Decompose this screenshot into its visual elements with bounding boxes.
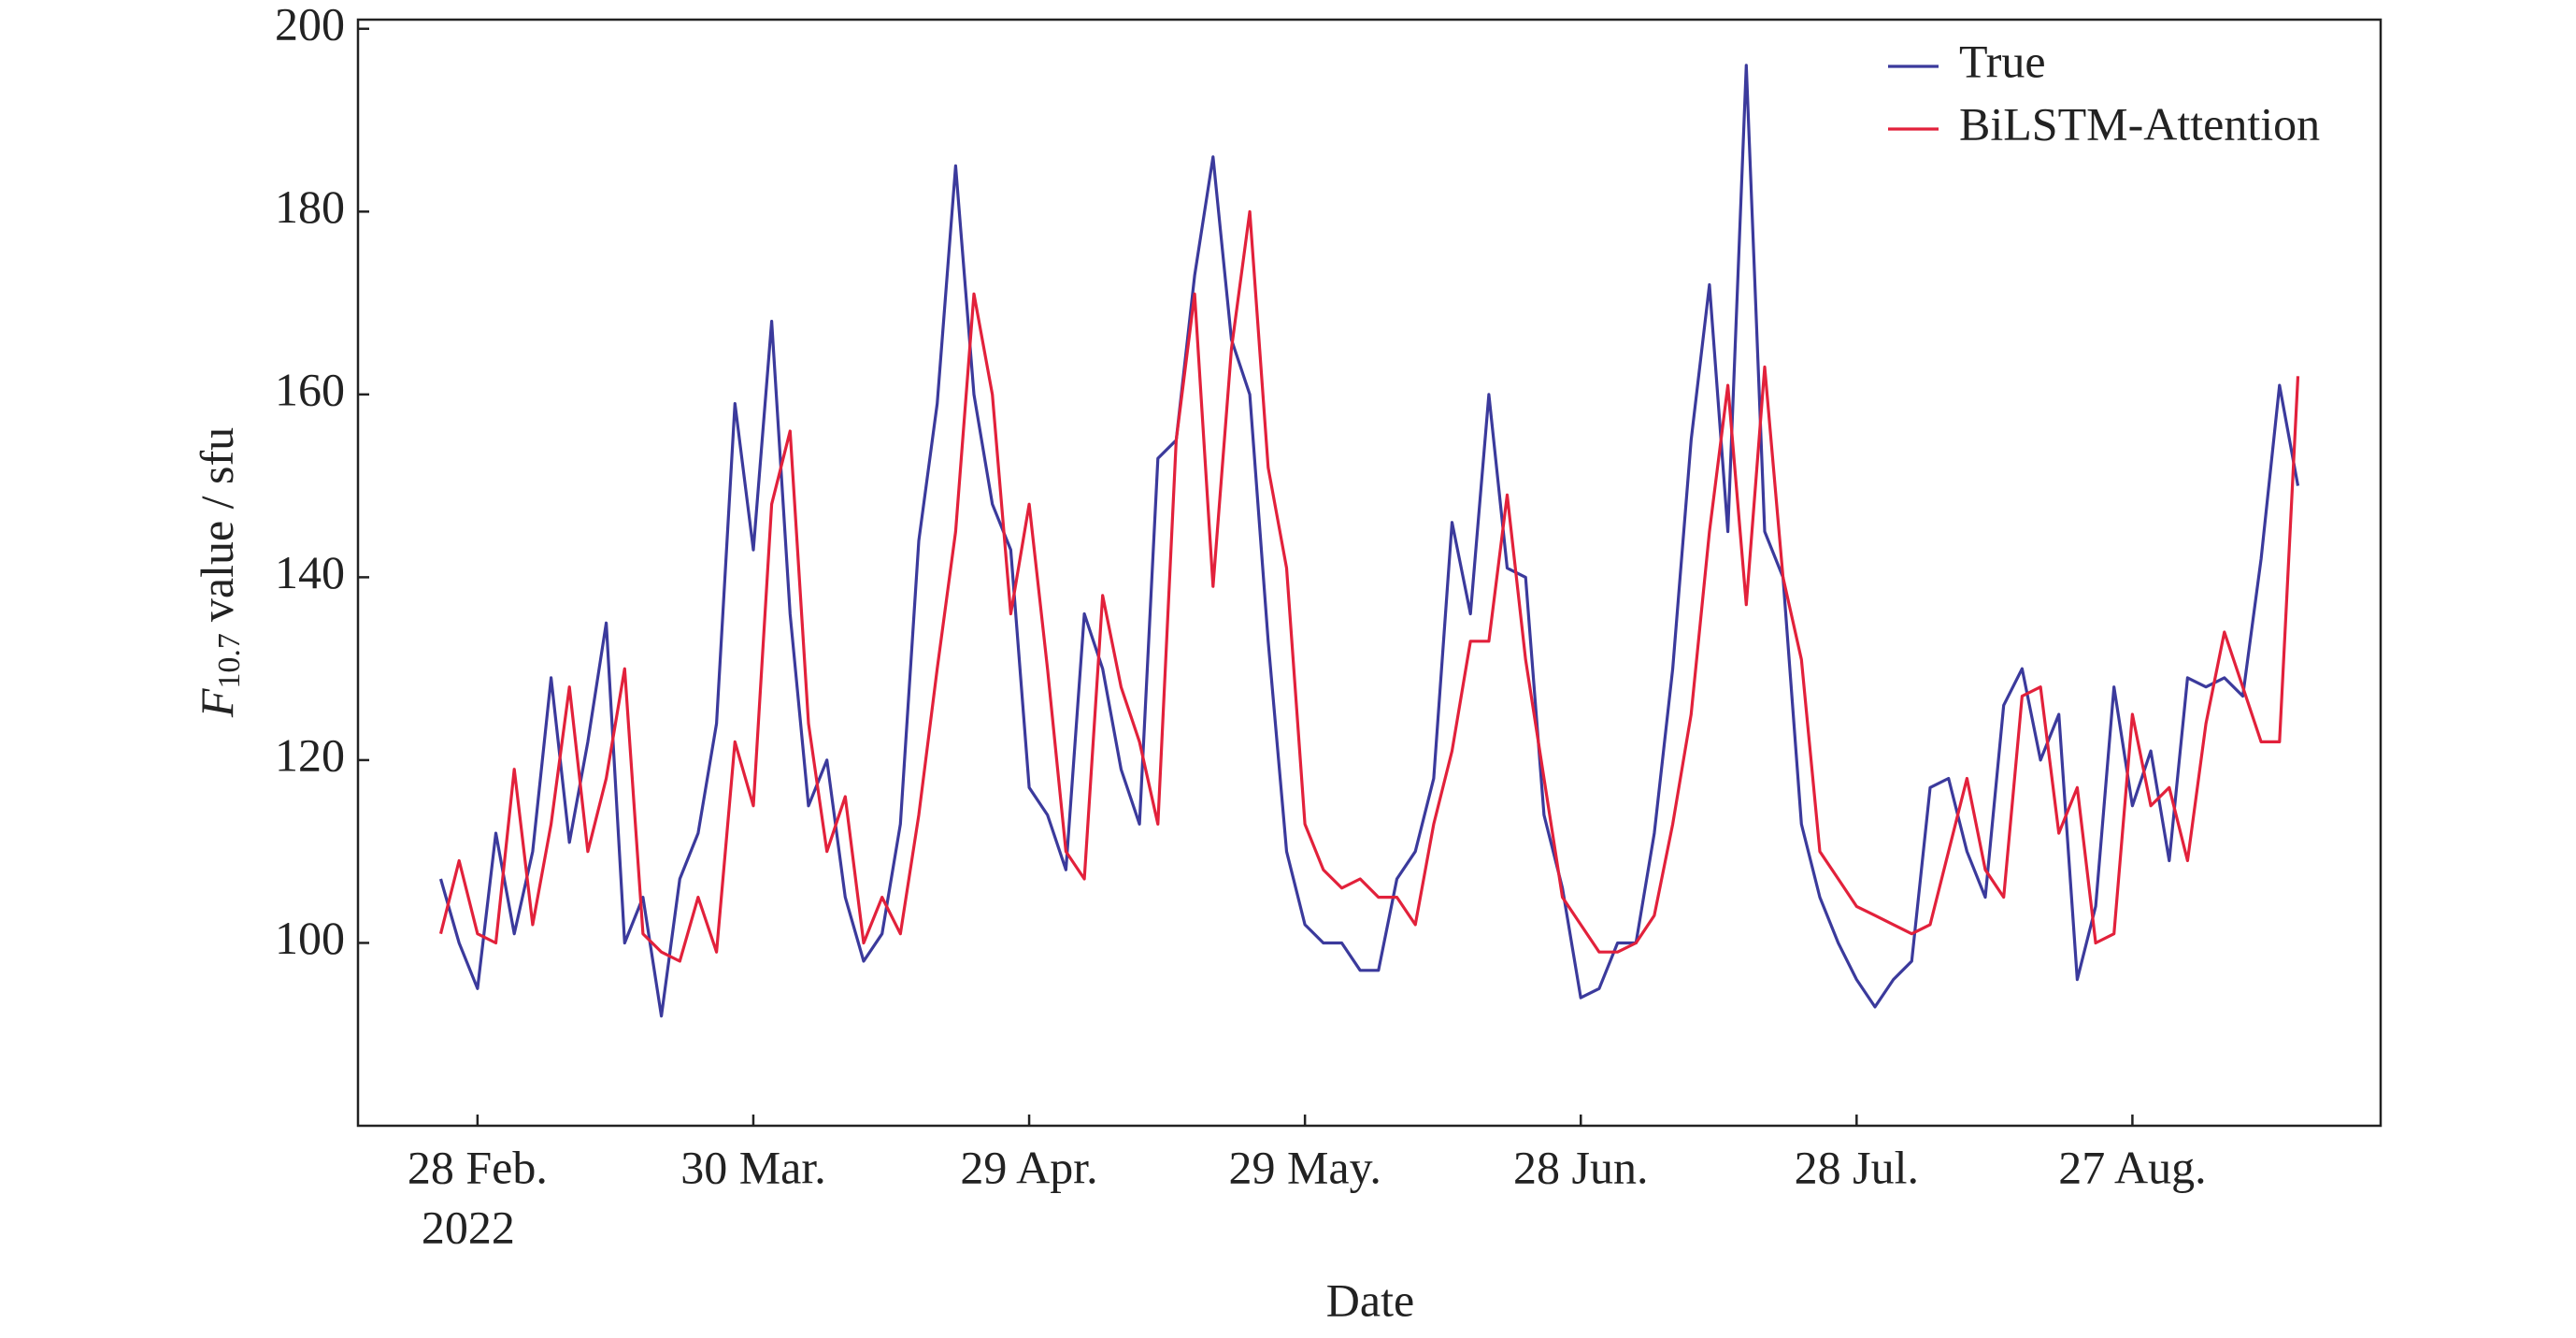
y-tick-label: 100 <box>275 912 345 964</box>
y-axis-label: F10.7 value / sfu <box>191 427 246 718</box>
plot-frame <box>356 18 2383 1128</box>
x-tick-label: 27 Aug. <box>2058 1141 2206 1193</box>
y-axis-symbol: F <box>191 688 243 718</box>
x-axis-label: Date <box>1326 1273 1414 1326</box>
x-tick-label: 28 Jun. <box>1513 1141 1648 1193</box>
x-tick-label: 28 Jul. <box>1795 1141 1919 1193</box>
y-axis-subscript: 10.7 <box>212 633 247 689</box>
legend-label: BiLSTM-Attention <box>1959 97 2320 150</box>
x-tick-label: 29 May. <box>1228 1141 1381 1193</box>
series-line <box>438 209 2300 963</box>
y-tick-label: 200 <box>275 0 345 50</box>
legend-label: True <box>1959 35 2046 87</box>
y-tick-label: 160 <box>275 363 345 415</box>
y-axis-unit: value / sfu <box>191 427 243 622</box>
series-line <box>438 64 2300 1018</box>
y-tick-label: 140 <box>275 546 345 598</box>
y-tick-label: 120 <box>275 728 345 781</box>
x-tick-label: 29 Apr. <box>960 1141 1097 1193</box>
x-tick-label: 30 Mar. <box>680 1141 826 1193</box>
x-year-label: 2022 <box>422 1201 515 1253</box>
x-tick-label: 28 Feb. <box>408 1141 548 1193</box>
y-tick-label: 180 <box>275 180 345 233</box>
